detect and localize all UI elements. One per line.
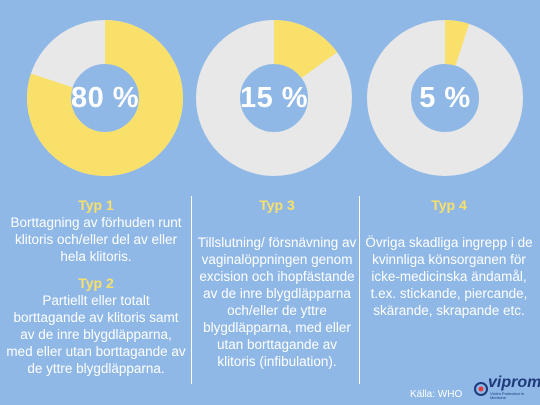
donut-chart-3: 5 %	[367, 20, 523, 176]
donut-slice-3	[367, 20, 523, 176]
viprom-logo: viprom Victim Protection in Medicine	[474, 374, 540, 404]
donut-slice-2	[196, 20, 352, 176]
type-column-3: Typ 4 Övriga skadliga ingrepp i de kvinn…	[364, 197, 534, 319]
type-2-title: Typ 2	[78, 275, 114, 291]
donut-slice-1	[27, 20, 183, 176]
column-divider-1	[191, 196, 192, 384]
donut-svg-1	[27, 20, 183, 176]
logo-tagline: Victim Protection in Medicine	[490, 391, 525, 400]
type-3-description: Tillslutning/ försnävning av vaginalöppn…	[197, 235, 357, 369]
type-3-title: Typ 3	[259, 197, 295, 213]
donut-chart-1: 80 %	[27, 20, 183, 176]
type-column-1: Typ 1 Borttagning av förhuden runt klito…	[6, 197, 186, 377]
type-column-2: Typ 3 Tillslutning/ försnävning av vagin…	[196, 197, 358, 370]
type-1-title: Typ 1	[78, 197, 114, 213]
type-4-description: Övriga skadliga ingrepp i de kvinnliga k…	[365, 235, 533, 318]
type-2-description: Partiellt eller totalt borttagande av kl…	[6, 293, 186, 376]
logo-wordmark: viprom	[488, 374, 540, 391]
type-1-description: Borttagning av förhuden runt klitoris oc…	[10, 215, 182, 264]
donut-svg-2	[196, 20, 352, 176]
donut-svg-3	[367, 20, 523, 176]
source-note: Källa: WHO	[410, 389, 463, 400]
logo-emblem-icon	[474, 382, 488, 396]
donut-chart-2: 15 %	[196, 20, 352, 176]
column-divider-2	[359, 196, 360, 384]
type-4-title: Typ 4	[431, 197, 467, 213]
